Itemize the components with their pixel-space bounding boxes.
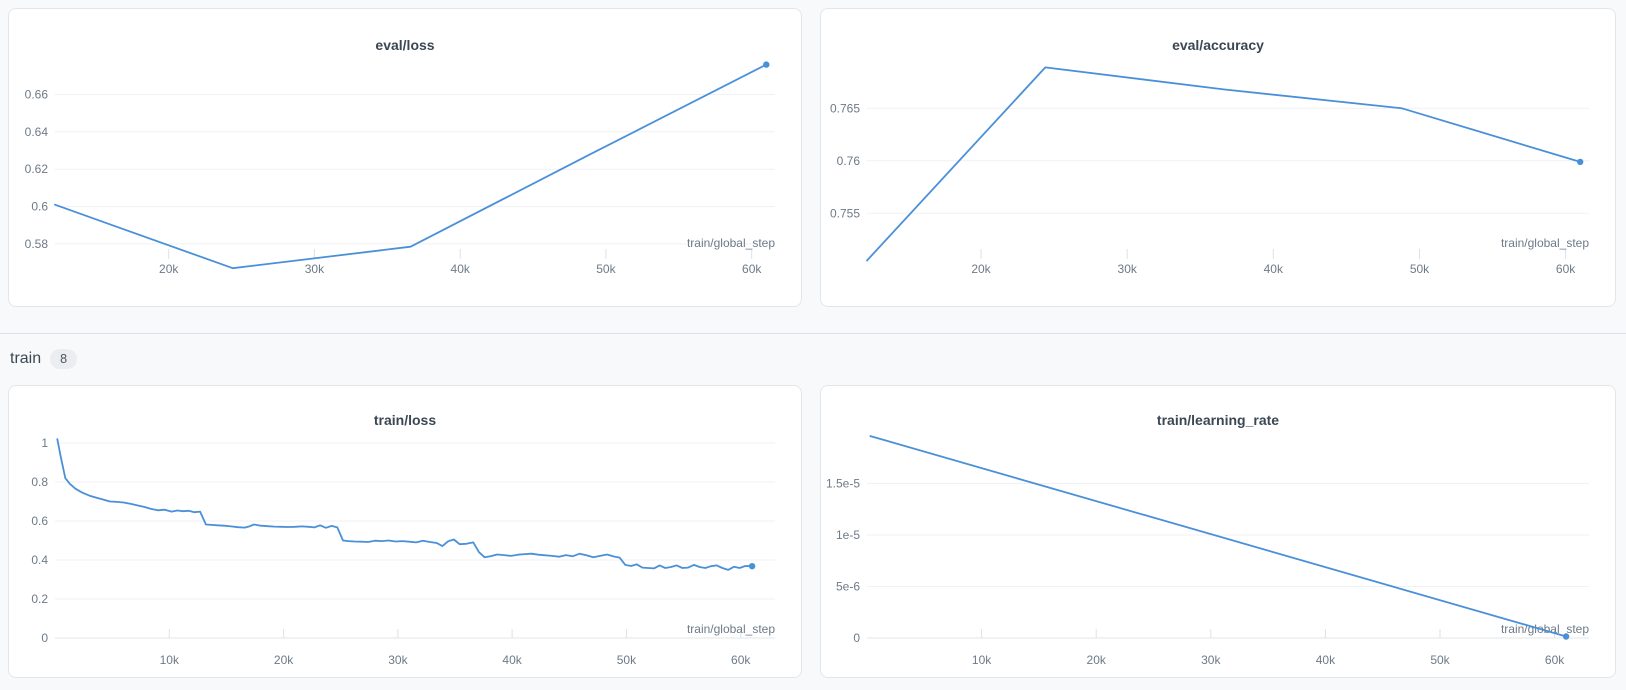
chart-card-eval-loss: eval/loss 0.58 0.6 0.62 0.64 0.66 20k 30k 40k 50… <box>8 8 802 307</box>
y-tick-label: 0 <box>853 631 860 645</box>
y-tick-label: 0.8 <box>31 475 48 489</box>
x-axis-name: train/global_step <box>1501 622 1589 636</box>
x-axis-name: train/global_step <box>687 236 775 250</box>
y-tick-label: 5e-6 <box>836 580 860 594</box>
series-line <box>866 66 1582 262</box>
x-tick-label: 30k <box>388 653 408 667</box>
y-tick-label: 0.2 <box>31 592 48 606</box>
series-line <box>869 435 1567 638</box>
chart-card-train-learning-rate: train/learning_rate 0 5e-6 1e-5 1.5e-5 10k 20… <box>820 385 1616 678</box>
x-tick-label: 50k <box>1410 262 1430 276</box>
eval-accuracy-plot[interactable]: 0.755 0.76 0.765 20k 30k 40k 50k 60k train/globa… <box>821 9 1615 306</box>
x-tick-label: 20k <box>274 653 294 667</box>
x-tick-label: 50k <box>617 653 637 667</box>
train-section-label: train <box>10 350 42 367</box>
chart-title-train-learning-rate: train/learning_rate <box>1156 412 1280 428</box>
x-tick-label: 20k <box>971 262 991 276</box>
x-axis-name: train/global_step <box>687 622 775 636</box>
x-tick-label: 40k <box>1264 262 1284 276</box>
x-tick-label: 20k <box>159 262 179 276</box>
y-tick-label: 0.66 <box>25 88 49 102</box>
series-end-dot <box>763 61 770 68</box>
series-end-dot <box>748 563 756 570</box>
chart-title-eval-loss: eval/loss <box>375 37 435 53</box>
y-tick-label: 0.6 <box>31 514 48 528</box>
y-tick-label: 0.64 <box>25 125 49 139</box>
series-line <box>54 63 768 270</box>
x-tick-label: 30k <box>1118 262 1138 276</box>
y-tick-label: 1 <box>41 436 48 450</box>
y-tick-label: 0.62 <box>25 162 49 176</box>
x-tick-label: 60k <box>731 653 751 667</box>
y-tick-label: 1e-5 <box>836 528 860 542</box>
x-tick-label: 50k <box>1430 653 1450 667</box>
y-tick-label: 0.6 <box>31 200 48 214</box>
x-axis-name: train/global_step <box>1501 236 1589 250</box>
train-section-count-badge: 8 <box>50 349 78 369</box>
x-tick-label: 40k <box>451 262 471 276</box>
x-tick-label: 40k <box>1316 653 1336 667</box>
y-tick-label: 0.4 <box>31 553 48 567</box>
y-tick-label: 0.755 <box>830 206 860 220</box>
chart-title-eval-accuracy: eval/accuracy <box>1172 37 1264 53</box>
chart-title-train-loss: train/loss <box>373 412 437 428</box>
x-tick-label: 60k <box>742 262 762 276</box>
x-tick-label: 30k <box>305 262 325 276</box>
series-end-dot <box>1562 633 1570 640</box>
train-learning-rate-plot[interactable]: 0 5e-6 1e-5 1.5e-5 10k 20k 30k 40k 50k 60k train/g… <box>821 386 1615 677</box>
x-tick-label: 10k <box>972 653 992 667</box>
x-tick-label: 10k <box>160 653 180 667</box>
series-end-dot <box>1577 158 1584 166</box>
x-tick-label: 20k <box>1087 653 1107 667</box>
section-divider <box>0 333 1626 334</box>
y-tick-label: 0.765 <box>830 101 860 115</box>
x-tick-label: 60k <box>1556 262 1576 276</box>
series-line <box>56 438 753 571</box>
y-tick-label: 1.5e-5 <box>826 477 860 491</box>
eval-loss-plot[interactable]: 0.58 0.6 0.62 0.64 0.66 20k 30k 40k 50k 60k train/… <box>9 9 801 306</box>
chart-card-train-loss: train/loss 0 0.2 0.4 0.6 0.8 1 10k 20k 30k 40k 50k… <box>8 385 802 678</box>
x-tick-label: 40k <box>502 653 522 667</box>
train-loss-plot[interactable]: 0 0.2 0.4 0.6 0.8 1 10k 20k 30k 40k 50k 60k train/gl… <box>9 386 801 677</box>
chart-card-eval-accuracy: eval/accuracy 0.755 0.76 0.765 20k 30k 40k 50k… <box>820 8 1616 307</box>
y-tick-label: 0.76 <box>837 154 861 168</box>
y-tick-label: 0.58 <box>25 237 49 251</box>
x-tick-label: 30k <box>1201 653 1221 667</box>
x-tick-label: 50k <box>596 262 616 276</box>
x-tick-label: 60k <box>1545 653 1565 667</box>
train-section-header[interactable]: train 8 <box>10 346 78 372</box>
y-tick-label: 0 <box>41 631 48 645</box>
